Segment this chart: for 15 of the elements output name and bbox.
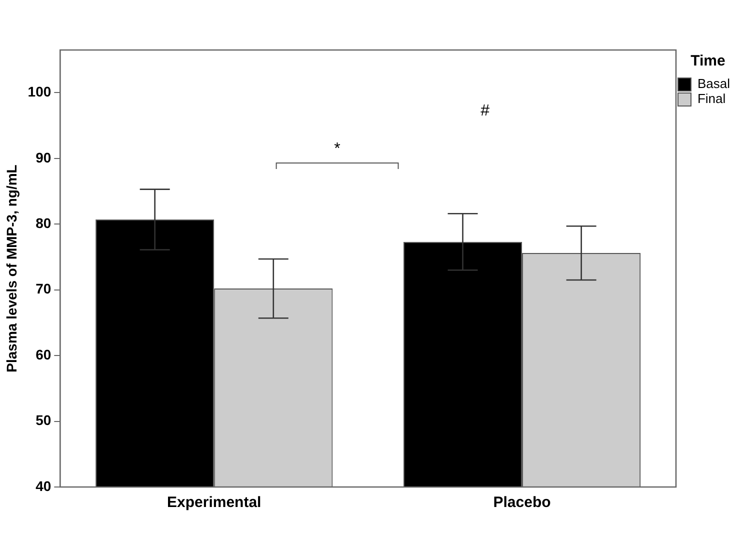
y-tick-label: 90 (36, 149, 52, 166)
legend-label: Final (697, 91, 726, 106)
y-tick-label: 50 (36, 412, 52, 428)
y-tick-label: 80 (36, 215, 52, 231)
legend-label: Basal (697, 76, 730, 92)
y-tick-label: 60 (36, 346, 52, 362)
x-tick-label: Placebo (493, 494, 551, 512)
annotation: # (480, 102, 490, 120)
y-tick-label: 100 (28, 84, 52, 100)
y-tick-label: 40 (36, 478, 52, 494)
x-tick-label: Experimental (167, 494, 262, 512)
y-axis-title: Plasma levels of MMP-3, ng/mL (3, 164, 20, 372)
y-tick-label: 70 (36, 280, 52, 297)
legend-title: Time (690, 52, 726, 70)
annotation: * (334, 140, 340, 158)
